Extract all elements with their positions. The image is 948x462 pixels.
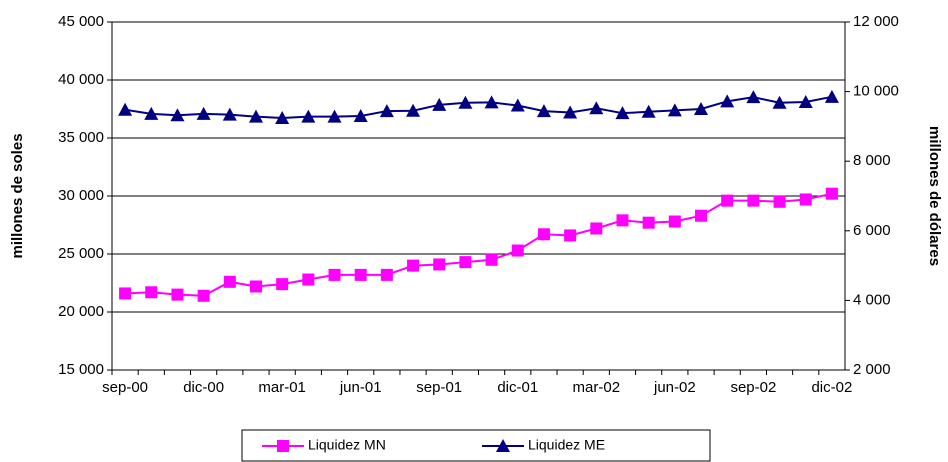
y-tick-label: 30 000 xyxy=(58,187,104,204)
y2-tick-label: 8 000 xyxy=(853,152,891,169)
marker xyxy=(720,94,735,108)
x-tick-label: dic-02 xyxy=(811,379,852,396)
marker xyxy=(485,253,498,266)
y2-tick-label: 2 000 xyxy=(853,361,891,378)
marker xyxy=(379,104,394,118)
marker xyxy=(197,289,210,302)
marker xyxy=(145,286,158,299)
y-axis-title: millones de soles xyxy=(9,133,26,258)
x-tick-label: sep-00 xyxy=(102,379,148,396)
marker xyxy=(510,98,525,112)
legend-label: Liquidez MN xyxy=(308,437,386,453)
y-tick-label: 15 000 xyxy=(58,361,104,378)
series-line xyxy=(124,95,833,120)
marker xyxy=(276,278,289,291)
marker xyxy=(641,104,656,118)
marker xyxy=(248,109,263,123)
y2-tick-label: 6 000 xyxy=(853,222,891,239)
y-tick-label: 45 000 xyxy=(58,13,104,30)
marker xyxy=(433,258,446,271)
marker xyxy=(222,107,237,121)
marker xyxy=(407,259,420,272)
marker xyxy=(277,440,289,452)
marker xyxy=(118,102,133,116)
marker xyxy=(590,222,603,235)
marker xyxy=(536,104,551,118)
marker xyxy=(695,209,708,222)
marker xyxy=(380,268,393,281)
x-tick-label: jun-02 xyxy=(653,379,696,396)
marker xyxy=(223,275,236,288)
y2-tick-label: 4 000 xyxy=(853,291,891,308)
marker xyxy=(721,194,734,207)
x-tick-label: dic-00 xyxy=(183,379,224,396)
marker xyxy=(746,90,761,104)
marker xyxy=(406,103,421,117)
x-tick-label: mar-02 xyxy=(573,379,621,396)
marker xyxy=(824,89,839,103)
marker xyxy=(354,268,367,281)
marker xyxy=(563,105,578,119)
x-tick-label: sep-02 xyxy=(730,379,776,396)
marker xyxy=(511,244,524,257)
marker xyxy=(327,109,342,123)
marker xyxy=(615,106,630,120)
marker xyxy=(667,103,682,117)
y-tick-label: 25 000 xyxy=(58,245,104,262)
y-tick-label: 20 000 xyxy=(58,303,104,320)
marker xyxy=(537,228,550,241)
y2-axis-title: millones de dólares xyxy=(926,126,943,266)
legend-label: Liquidez ME xyxy=(528,437,605,453)
marker xyxy=(642,216,655,229)
y2-tick-label: 10 000 xyxy=(853,83,899,100)
marker xyxy=(301,109,316,123)
marker xyxy=(171,288,184,301)
marker xyxy=(432,97,447,111)
marker xyxy=(798,95,813,109)
legend-box xyxy=(241,429,711,462)
marker xyxy=(772,95,787,109)
x-tick-label: dic-01 xyxy=(497,379,538,396)
marker xyxy=(564,229,577,242)
y2-tick-label: 12 000 xyxy=(853,13,899,30)
marker xyxy=(589,101,604,115)
marker xyxy=(825,187,838,200)
marker xyxy=(119,287,132,300)
marker xyxy=(328,268,341,281)
marker xyxy=(773,195,786,208)
marker xyxy=(196,106,211,120)
marker xyxy=(353,108,368,122)
x-tick-label: sep-01 xyxy=(416,379,462,396)
x-tick-label: mar-01 xyxy=(258,379,306,396)
x-tick-label: jun-01 xyxy=(339,379,382,396)
marker xyxy=(496,439,510,452)
marker xyxy=(302,273,315,286)
marker xyxy=(249,280,262,293)
marker xyxy=(459,256,472,269)
series-line xyxy=(125,192,833,297)
marker xyxy=(275,111,290,125)
marker xyxy=(694,102,709,115)
y-tick-label: 35 000 xyxy=(58,129,104,146)
marker xyxy=(170,108,185,122)
marker xyxy=(799,193,812,206)
marker xyxy=(484,95,499,109)
marker xyxy=(668,215,681,228)
marker xyxy=(144,106,159,120)
marker xyxy=(747,194,760,207)
marker xyxy=(616,214,629,227)
y-tick-label: 40 000 xyxy=(58,71,104,88)
marker xyxy=(458,95,473,109)
